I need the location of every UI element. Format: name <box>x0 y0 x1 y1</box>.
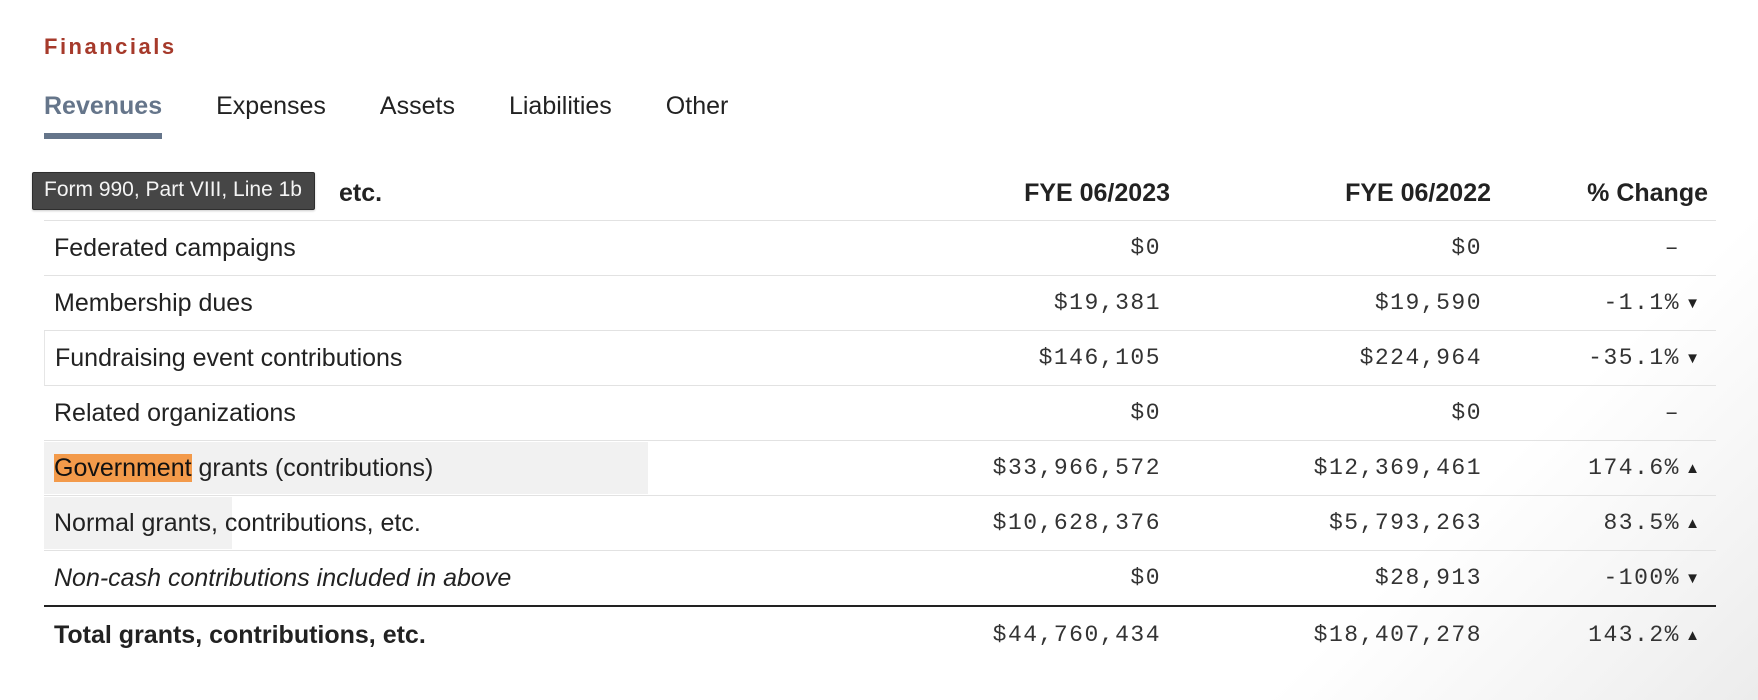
tab-assets[interactable]: Assets <box>379 92 455 120</box>
value-fy2022: $28,913 <box>1374 565 1482 591</box>
value-fy2023: $0 <box>1130 235 1161 261</box>
value-fy2022: $5,793,263 <box>1328 510 1482 536</box>
tab-revenues[interactable]: Revenues <box>44 92 163 139</box>
row-label[interactable]: Normal grants, contributions, etc. <box>54 508 421 537</box>
tab-bar: Revenues Expenses Assets Liabilities Oth… <box>44 92 729 139</box>
table-row: Non-cash contributions included in above… <box>44 551 1716 605</box>
value-fy2023: $0 <box>1130 400 1161 426</box>
value-change: -100% <box>1603 565 1680 591</box>
value-change: -1.1% <box>1603 290 1680 316</box>
value-fy2022: $12,369,461 <box>1313 455 1482 481</box>
value-fy2023: $10,628,376 <box>992 510 1161 536</box>
value-fy2023: $33,966,572 <box>992 455 1161 481</box>
tab-other[interactable]: Other <box>665 92 729 120</box>
tab-expenses[interactable]: Expenses <box>216 92 326 120</box>
total-fy2022: $18,407,278 <box>1313 622 1482 648</box>
value-fy2023: $19,381 <box>1053 290 1161 316</box>
search-match-highlight: Government <box>54 453 192 482</box>
value-change: – <box>1664 400 1680 426</box>
value-fy2023: $0 <box>1130 565 1161 591</box>
row-label[interactable]: Federated campaigns <box>54 233 296 262</box>
column-header-fy2022: FYE 06/2022 <box>1345 178 1491 207</box>
caret-up-icon: ▲ <box>1685 626 1700 644</box>
table-row: Fundraising event contributions $146,105… <box>44 331 1716 386</box>
value-change: 174.6% <box>1588 455 1680 481</box>
total-label[interactable]: Total grants, contributions, etc. <box>54 620 426 649</box>
tab-liabilities[interactable]: Liabilities <box>508 92 612 120</box>
value-change: – <box>1664 235 1680 261</box>
table-row: Membership dues $19,381 $19,590 -1.1% ▼ <box>44 276 1716 331</box>
row-label-rest: grants (contributions) <box>191 453 434 482</box>
form-line-tooltip: Form 990, Part VIII, Line 1b <box>32 172 315 210</box>
header-label: etc. <box>339 178 383 207</box>
row-hover-highlight <box>44 497 232 549</box>
value-fy2022: $224,964 <box>1359 345 1482 371</box>
caret-up-icon: ▲ <box>1685 514 1700 532</box>
value-change: 83.5% <box>1603 510 1680 536</box>
table-header-row: etc. FYE 06/2023 FYE 06/2022 % Change <box>44 166 1716 221</box>
value-fy2023: $146,105 <box>1038 345 1161 371</box>
table-row: Normal grants, contributions, etc. $10,6… <box>44 496 1716 551</box>
caret-down-icon: ▼ <box>1685 569 1700 587</box>
table-row: Related organizations $0 $0 – <box>44 386 1716 441</box>
row-label[interactable]: Non-cash contributions included in above <box>54 563 512 592</box>
column-header-fy2023: FYE 06/2023 <box>1024 178 1170 207</box>
table-row: Government grants (contributions) $33,96… <box>44 441 1716 496</box>
value-change: -35.1% <box>1588 345 1680 371</box>
revenues-table: etc. FYE 06/2023 FYE 06/2022 % Change Fe… <box>44 166 1716 663</box>
value-fy2022: $19,590 <box>1374 290 1482 316</box>
column-header-change: % Change <box>1587 178 1708 207</box>
total-fy2023: $44,760,434 <box>992 622 1161 648</box>
row-label[interactable]: Government grants (contributions) <box>54 453 434 483</box>
caret-up-icon: ▲ <box>1685 459 1700 477</box>
table-total-row: Total grants, contributions, etc. $44,76… <box>44 605 1716 663</box>
value-fy2022: $0 <box>1451 235 1482 261</box>
row-label[interactable]: Fundraising event contributions <box>55 343 403 372</box>
row-label[interactable]: Related organizations <box>54 398 296 427</box>
table-row: Federated campaigns $0 $0 – <box>44 221 1716 276</box>
caret-down-icon: ▼ <box>1685 294 1700 312</box>
caret-down-icon: ▼ <box>1685 349 1700 367</box>
value-fy2022: $0 <box>1451 400 1482 426</box>
row-label[interactable]: Membership dues <box>54 288 253 317</box>
section-title: Financials <box>44 34 177 59</box>
total-change: 143.2% <box>1588 622 1680 648</box>
